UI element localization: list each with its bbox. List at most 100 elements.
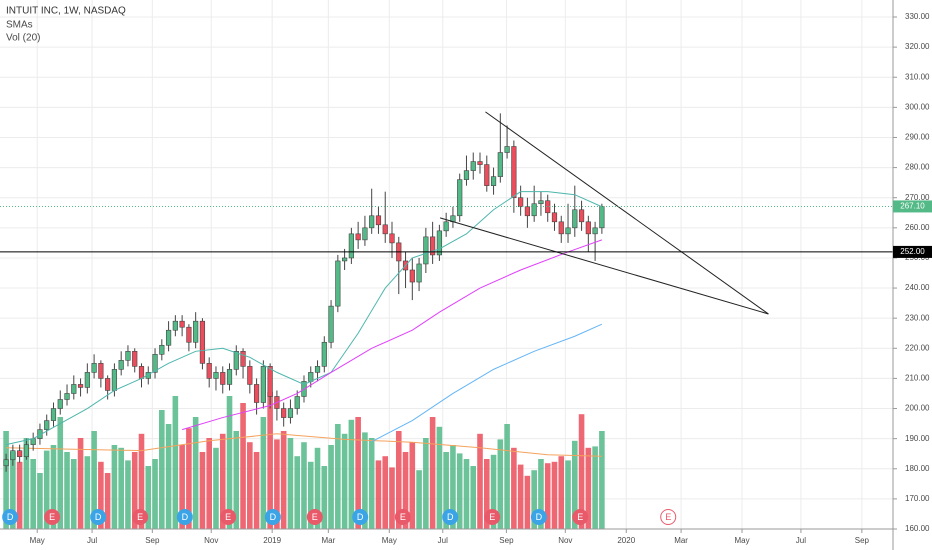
event-label: D (95, 512, 102, 522)
volume-bar (368, 438, 375, 529)
candle-body (389, 233, 395, 244)
volume-bar (91, 431, 97, 529)
volume-bar (551, 461, 558, 529)
candle-body (477, 161, 483, 165)
y-tick-label: 160.00 (905, 524, 930, 533)
volume-bar (186, 428, 192, 529)
x-tick-label: May (30, 536, 45, 545)
candle-body (50, 408, 57, 421)
volume-bar (37, 473, 43, 529)
candle-body (423, 236, 429, 265)
candle-body (165, 329, 172, 346)
candle-body (430, 236, 436, 256)
candle-body (375, 215, 382, 226)
volume-bar (456, 453, 463, 529)
candle-body (64, 393, 70, 400)
event-marker (484, 509, 501, 525)
event-label: D (357, 512, 364, 522)
candle-body (213, 372, 219, 379)
candle-body (125, 351, 131, 361)
event-marker (352, 509, 369, 525)
volume-bar (335, 424, 341, 529)
y-tick-label: 230.00 (905, 313, 930, 322)
y-tick-label: 280.00 (905, 163, 930, 172)
volume-bar (578, 414, 585, 529)
volume-bar (402, 452, 409, 529)
volume-bar (50, 445, 57, 529)
candle-body (314, 366, 321, 373)
price-pane (0, 111, 893, 472)
candle-body (186, 326, 192, 343)
indicator-label: SMAs (6, 20, 33, 31)
candle-body (558, 221, 564, 235)
volume-pane (3, 391, 605, 529)
event-label: E (665, 512, 671, 522)
candle-body (416, 263, 422, 283)
price-label: 267.10 (900, 202, 925, 211)
volume-bar (131, 452, 138, 529)
volume-bar (64, 452, 70, 529)
x-tick-label: Jul (796, 536, 806, 545)
volume-bar (23, 438, 30, 529)
event-marker (176, 509, 193, 525)
candle-body (57, 399, 63, 409)
event-label: D (270, 512, 277, 522)
candle-body (511, 146, 517, 199)
x-tick-label: 2019 (263, 536, 281, 545)
event-label: D (447, 512, 454, 522)
volume-bar (450, 445, 456, 529)
volume-bar (531, 470, 537, 529)
sma-line (181, 239, 603, 431)
candle-body (287, 408, 294, 418)
candle-body (348, 233, 354, 259)
candle-body (321, 341, 327, 367)
y-tick-label: 290.00 (905, 133, 930, 142)
volume-bar (409, 442, 416, 529)
event-label: E (137, 512, 143, 522)
volume-bar (348, 419, 355, 529)
candle-body (132, 351, 138, 367)
candle-body (71, 384, 77, 394)
x-tick-label: Nov (558, 536, 572, 545)
y-tick-label: 320.00 (905, 42, 930, 51)
volume-bar (267, 391, 273, 529)
volume-bar (301, 442, 307, 529)
sma-line (371, 323, 603, 443)
volume-bar (145, 466, 152, 529)
y-tick-label: 300.00 (905, 102, 930, 111)
candle-body (328, 305, 334, 343)
volume-bar (240, 403, 246, 529)
y-tick-label: 310.00 (905, 72, 930, 81)
y-tick-label: 180.00 (905, 464, 930, 473)
candle-body (518, 197, 524, 208)
candle-body (3, 459, 9, 467)
volume-bar (84, 456, 91, 529)
volume-bar (341, 433, 348, 529)
candle-body (585, 221, 591, 235)
volume-bar (592, 446, 598, 529)
candle-body (111, 369, 118, 391)
candle-body (578, 209, 585, 223)
volume-bar (328, 445, 334, 529)
volume-bar (558, 456, 565, 529)
x-tick-label: Sep (499, 536, 514, 545)
candle-body (240, 351, 246, 367)
y-tick-label: 240.00 (905, 283, 930, 292)
volume-bar (314, 447, 321, 529)
event-marker (90, 509, 107, 525)
volume-bar (355, 417, 361, 529)
volume-bar (43, 450, 50, 529)
candle-body (267, 366, 273, 397)
candle-body (565, 227, 571, 235)
candle-body (152, 354, 158, 373)
volume-bar (538, 459, 544, 529)
candle-body (193, 320, 199, 343)
candle-body (457, 179, 463, 217)
candle-body (592, 227, 598, 235)
price-label: 252.00 (900, 247, 925, 256)
event-marker (220, 509, 237, 525)
volume-bar (118, 447, 124, 529)
trend-line (485, 111, 769, 315)
